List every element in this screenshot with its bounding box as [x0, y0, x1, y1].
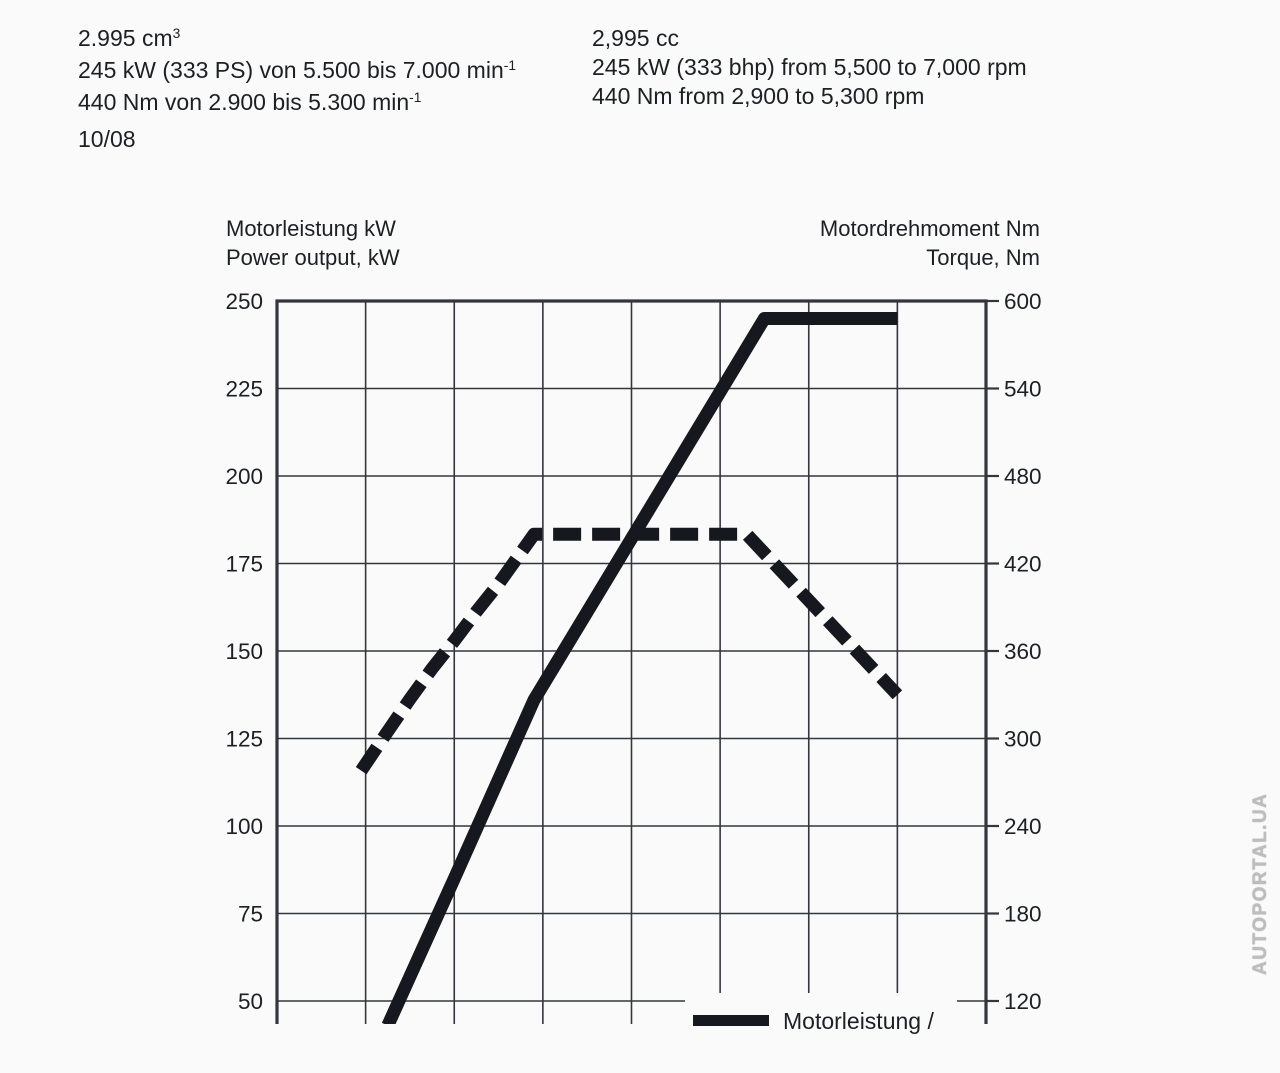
plot-border	[275, 299, 988, 1024]
right-axis-tick-label: 240	[1004, 814, 1042, 839]
spec-displacement-en: 2,995 cc	[592, 25, 679, 51]
spec-block-german: 2.995 cm3 245 kW (333 PS) von 5.500 bis …	[78, 24, 516, 120]
right-axis-title: Motordrehmoment Nm Torque, Nm	[700, 214, 1040, 272]
left-axis-tick-label: 125	[225, 727, 263, 752]
right-axis-title-de: Motordrehmoment Nm	[819, 216, 1040, 241]
date-stamp: 10/08	[78, 126, 136, 152]
spec-displacement-de: 2.995 cm3	[78, 25, 181, 51]
left-axis-tick-label: 175	[225, 552, 263, 577]
left-axis-tick-label: 250	[225, 289, 263, 314]
left-axis-title: Motorleistung kW Power output, kW	[226, 214, 400, 272]
superscript: 3	[172, 26, 181, 42]
right-axis-tick-label: 360	[1004, 639, 1042, 664]
left-axis-tick-label: 100	[225, 814, 263, 839]
left-axis-tick-label: 50	[238, 989, 263, 1014]
chart-legend: Motorleistung /	[685, 993, 957, 1073]
right-axis-tick-label: 540	[1004, 377, 1042, 402]
right-axis-tick-label: 480	[1004, 464, 1042, 489]
left-axis-tick-label: 75	[238, 902, 263, 927]
right-axis-tick-label: 120	[1004, 989, 1042, 1014]
engine-spec-sheet: { "page": { "background": "#fafafa", "in…	[78, 24, 1271, 1033]
right-axis-tick-label: 300	[1004, 727, 1042, 752]
left-axis-tick-label: 225	[225, 377, 263, 402]
watermark-text: AUTOPORTAL.UA	[1250, 792, 1271, 975]
superscript: -1	[503, 58, 517, 74]
engine-performance-chart: 250 225 200 175 150 125 100 75 50 600 540 480 420 360…	[225, 289, 1042, 1024]
right-axis-title-en: Torque, Nm	[926, 245, 1040, 270]
spec-power-de: 245 kW (333 PS) von 5.500 bis 7.000 min-…	[78, 57, 517, 83]
torque-curve	[355, 527, 903, 775]
right-axis-tick-label: 420	[1004, 552, 1042, 577]
left-axis-tick-label: 150	[225, 639, 263, 664]
right-axis-tick-label: 600	[1004, 289, 1042, 314]
spec-block-english: 2,995 cc 245 kW (333 bhp) from 5,500 to …	[592, 24, 1027, 111]
left-axis-tick-label: 200	[225, 464, 263, 489]
superscript: -1	[409, 90, 422, 106]
spec-torque-en: 440 Nm from 2,900 to 5,300 rpm	[592, 83, 925, 109]
power-curve-legend-label: Motorleistung /	[783, 1008, 934, 1034]
power-curve	[381, 312, 898, 1024]
left-axis-title-de: Motorleistung kW	[226, 216, 396, 241]
left-axis-title-en: Power output, kW	[226, 245, 400, 270]
right-axis-tick-label: 180	[1004, 902, 1042, 927]
spec-power-en: 245 kW (333 bhp) from 5,500 to 7,000 rpm	[592, 54, 1027, 80]
spec-torque-de: 440 Nm von 2.900 bis 5.300 min-1	[78, 89, 422, 115]
power-curve-legend-swatch	[693, 1015, 769, 1026]
